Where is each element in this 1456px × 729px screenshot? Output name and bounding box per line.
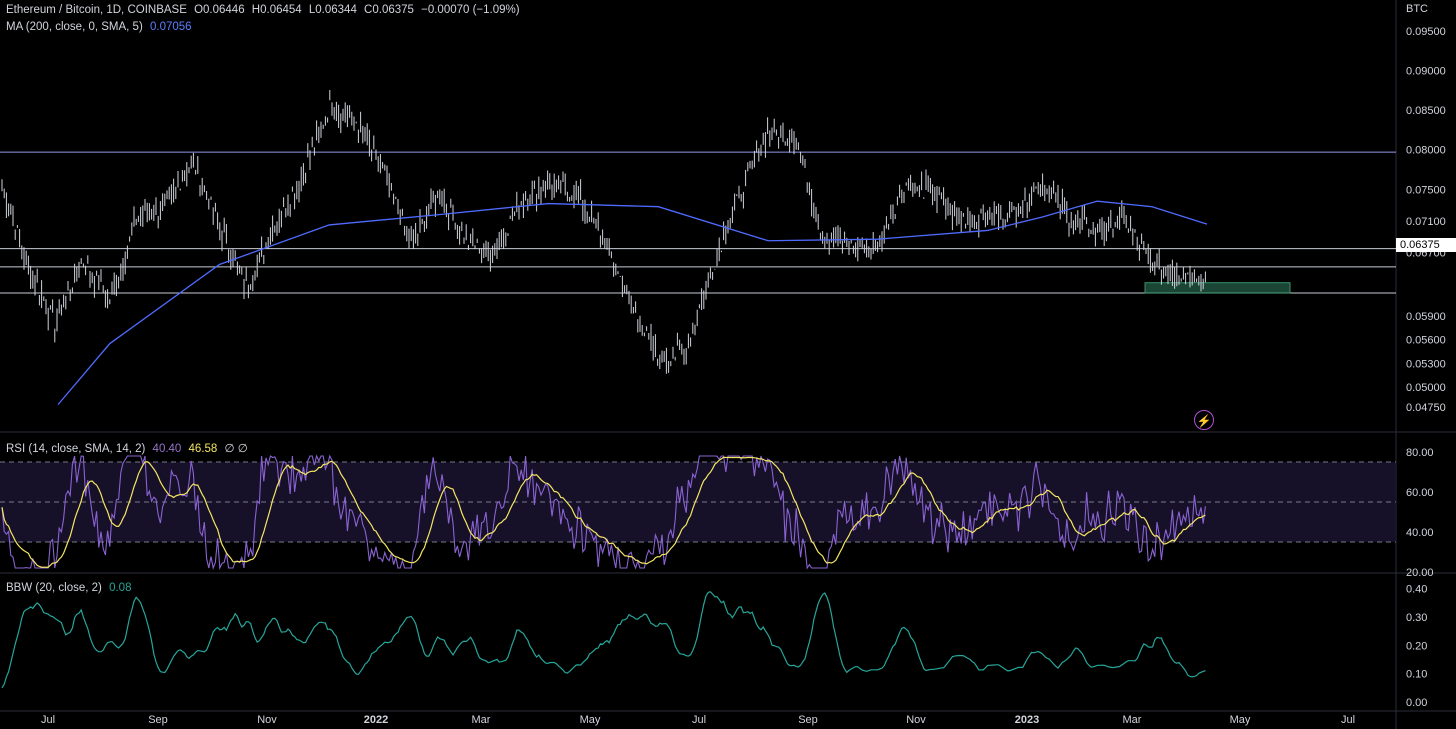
price-tick-label: 0.09000	[1406, 66, 1446, 78]
time-axis[interactable]: Jul Sep Nov 2022 Mar May Jul Sep Nov 2023 Mar May Ju…	[41, 714, 1355, 726]
time-tick-label: 2023	[1015, 714, 1039, 726]
demand-zone-rect[interactable]	[1144, 282, 1291, 294]
time-tick-label: May	[1230, 714, 1251, 726]
time-tick-label: 2022	[364, 714, 388, 726]
bbw-tick-label: 0.30	[1406, 612, 1427, 624]
bbw-tick-label: 0.40	[1406, 584, 1427, 596]
ma-legend[interactable]: MA (200, close, 0, SMA, 5) 0.07056	[6, 21, 196, 33]
ohlc-open: O0.06446	[194, 4, 245, 16]
time-tick-label: Nov	[257, 714, 277, 726]
bbw-label: BBW (20, close, 2)	[6, 582, 102, 594]
price-tick-label: 0.07500	[1406, 184, 1446, 196]
ohlc-low: L0.06344	[308, 4, 357, 16]
bbw-legend[interactable]: BBW (20, close, 2) 0.08	[6, 582, 135, 594]
rsi-legend[interactable]: RSI (14, close, SMA, 14, 2) 40.40 46.58 …	[6, 441, 252, 455]
time-tick-label: Jul	[692, 714, 706, 726]
price-tick-label: 0.08000	[1406, 145, 1446, 157]
rsi-tick-label: 60.00	[1406, 487, 1434, 499]
price-unit-label: BTC	[1406, 3, 1428, 15]
ma-value: 0.07056	[149, 21, 192, 33]
bbw-value: 0.08	[109, 582, 132, 594]
price-axis[interactable]: 0.09500 0.09000 0.08500 0.08000 0.07500 0.071…	[1406, 26, 1446, 414]
rsi-label: RSI (14, close, SMA, 14, 2)	[6, 443, 146, 455]
ma-label: MA (200, close, 0, SMA, 5)	[6, 21, 143, 33]
time-tick-label: Mar	[472, 714, 491, 726]
rsi-axis[interactable]: 80.00 60.00 40.00 20.00	[1406, 447, 1434, 579]
symbol-title: Ethereum / Bitcoin, 1D, COINBASE	[6, 4, 187, 16]
lightning-icon[interactable]: ⚡	[1194, 410, 1214, 430]
symbol-legend[interactable]: Ethereum / Bitcoin, 1D, COINBASE O0.0644…	[6, 4, 524, 16]
rsi-tick-label: 80.00	[1406, 447, 1434, 459]
current-price-tag: 0.06375	[1396, 238, 1456, 252]
price-change: −0.00070 (−1.09%)	[421, 4, 520, 16]
ma-200-line	[57, 200, 1208, 406]
time-tick-label: Mar	[1123, 714, 1142, 726]
time-tick-label: Jul	[41, 714, 55, 726]
rsi-sma-value: 46.58	[188, 443, 218, 455]
price-candles	[1, 89, 1206, 374]
price-tick-label: 0.05600	[1406, 335, 1446, 347]
rsi-extra: ∅ ∅	[224, 443, 248, 455]
rsi-tick-label: 40.00	[1406, 527, 1434, 539]
rsi-tick-label: 20.00	[1406, 567, 1434, 579]
price-tick-label: 0.05900	[1406, 311, 1446, 323]
ohlc-close: C0.06375	[364, 4, 414, 16]
time-tick-label: Jul	[1341, 714, 1355, 726]
bbw-line	[1, 591, 1206, 689]
bbw-tick-label: 0.20	[1406, 640, 1427, 652]
bbw-tick-label: 0.00	[1406, 697, 1427, 709]
ohlc-high: H0.06454	[251, 4, 302, 16]
time-tick-label: Sep	[798, 714, 818, 726]
price-tick-label: 0.08500	[1406, 105, 1446, 117]
rsi-sma-line	[1, 456, 1206, 568]
price-tick-label: 0.09500	[1406, 26, 1446, 38]
price-tick-label: 0.04750	[1406, 402, 1446, 414]
rsi-line	[1, 454, 1206, 571]
bbw-tick-label: 0.10	[1406, 669, 1427, 681]
bbw-axis[interactable]: 0.40 0.30 0.20 0.10 0.00	[1406, 584, 1427, 709]
price-tick-label: 0.07100	[1406, 216, 1446, 228]
time-tick-label: May	[580, 714, 601, 726]
price-tick-label: 0.05000	[1406, 382, 1446, 394]
time-tick-label: Nov	[906, 714, 926, 726]
price-tick-label: 0.05300	[1406, 358, 1446, 370]
time-tick-label: Sep	[148, 714, 168, 726]
rsi-value: 40.40	[152, 443, 182, 455]
